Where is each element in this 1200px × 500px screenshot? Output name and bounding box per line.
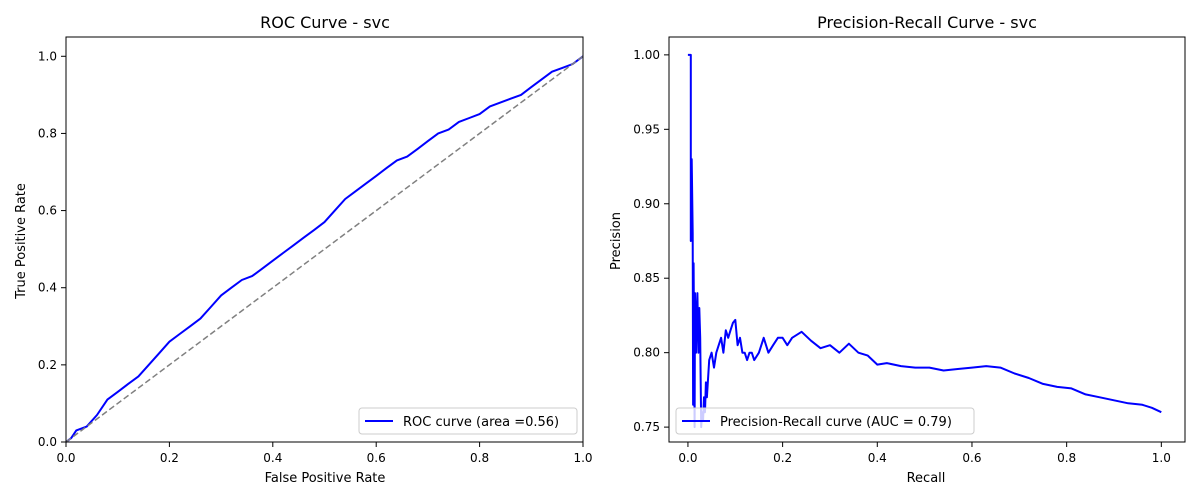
- roc-legend: ROC curve (area =0.56): [358, 407, 578, 435]
- pr-xtick-label: 0.2: [773, 451, 792, 465]
- pr-plot-area: 0.0 0.2 0.4 0.6 0.8 1.0 0.75 0.80 0.85 0.90 0.95 1.…: [633, 36, 1186, 465]
- pr-xtick-label: 0.0: [678, 451, 697, 465]
- roc-xtick-label: 1.0: [573, 451, 592, 465]
- roc-ytick-label: 0.8: [38, 126, 57, 140]
- pr-panel: Precision-Recall Curve - svc 0.0 0.2 0.4 0.…: [609, 13, 1186, 486]
- roc-plot-area: 0.0 0.2 0.4 0.6 0.8 1.0 0.0 0.2 0.4 0.6 0.8 1.0: [38, 36, 593, 465]
- roc-ytick-label: 1.0: [38, 49, 57, 63]
- pr-xtick-label: 0.8: [1057, 451, 1076, 465]
- roc-legend-label: ROC curve (area =0.56): [403, 415, 559, 430]
- pr-ytick-label: 0.80: [633, 346, 660, 360]
- pr-axes-frame: [668, 36, 1186, 443]
- roc-xtick-label: 0.6: [367, 451, 386, 465]
- roc-title: ROC Curve - svc: [260, 13, 390, 32]
- pr-legend-box: [675, 407, 975, 435]
- pr-title: Precision-Recall Curve - svc: [817, 13, 1037, 32]
- roc-xtick-label: 0.0: [56, 451, 75, 465]
- roc-ytick-label: 0.4: [38, 281, 57, 295]
- roc-curve-line: [65, 55, 584, 443]
- pr-ytick-label: 0.85: [633, 271, 660, 285]
- pr-ytick-label: 0.90: [633, 197, 660, 211]
- roc-ylabel: True Positive Rate: [14, 183, 29, 300]
- roc-xtick-label: 0.8: [470, 451, 489, 465]
- pr-xlabel: Recall: [907, 471, 946, 486]
- pr-ylabel: Precision: [609, 212, 624, 270]
- pr-ytick-label: 0.95: [633, 122, 660, 136]
- roc-xtick-label: 0.2: [160, 451, 179, 465]
- pr-legend: Precision-Recall curve (AUC = 0.79): [675, 407, 975, 435]
- roc-panel: ROC Curve - svc 0.0 0.2 0.4 0.6 0.8 1.0 0.0 0.2…: [14, 13, 593, 486]
- roc-ytick-label: 0.6: [38, 204, 57, 218]
- roc-axes-frame: [65, 36, 584, 443]
- pr-xtick-label: 0.4: [868, 451, 887, 465]
- pr-curve-line: [687, 53, 1162, 429]
- pr-ytick-label: 0.75: [633, 420, 660, 434]
- pr-xtick-label: 1.0: [1152, 451, 1171, 465]
- roc-xlabel: False Positive Rate: [265, 471, 386, 486]
- roc-ytick-label: 0.0: [38, 435, 57, 449]
- roc-ytick-label: 0.2: [38, 358, 57, 372]
- pr-ytick-label: 1.00: [633, 48, 660, 62]
- roc-xtick-label: 0.4: [263, 451, 282, 465]
- pr-legend-label: Precision-Recall curve (AUC = 0.79): [720, 415, 952, 430]
- roc-legend-box: [358, 407, 578, 435]
- pr-xtick-label: 0.6: [962, 451, 981, 465]
